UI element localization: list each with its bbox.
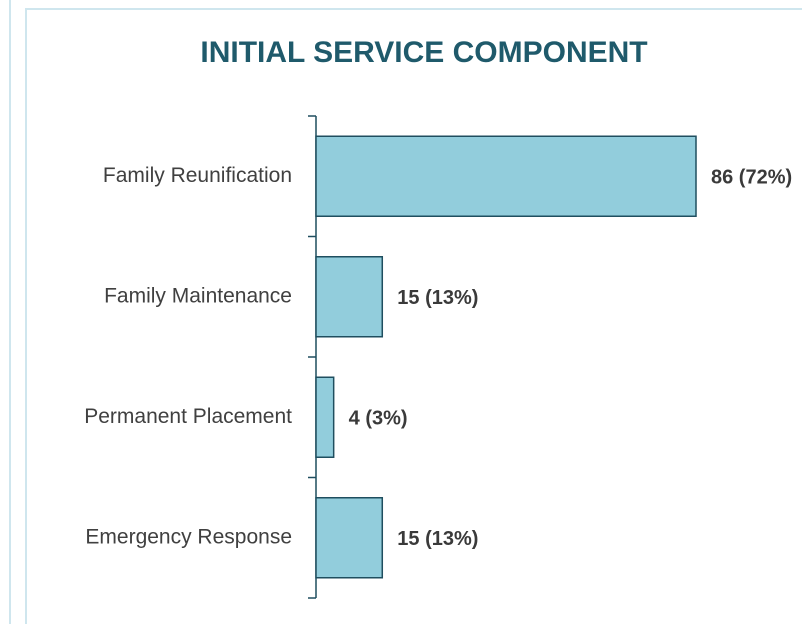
category-label: Family Maintenance bbox=[104, 284, 292, 307]
value-label: 15 (13%) bbox=[397, 528, 478, 550]
value-label: 15 (13%) bbox=[397, 287, 478, 309]
bar bbox=[315, 256, 384, 338]
bar bbox=[315, 376, 335, 458]
chart-title: INITIAL SERVICE COMPONENT bbox=[200, 36, 647, 69]
value-label: 86 (72%) bbox=[711, 167, 792, 189]
category-label: Permanent Placement bbox=[84, 405, 292, 428]
category-label: Family Reunification bbox=[103, 164, 292, 187]
value-label: 4 (3%) bbox=[349, 408, 408, 430]
bar bbox=[315, 135, 697, 217]
bar bbox=[315, 497, 384, 579]
category-label: Emergency Response bbox=[85, 525, 292, 548]
panel-border bbox=[25, 8, 802, 624]
